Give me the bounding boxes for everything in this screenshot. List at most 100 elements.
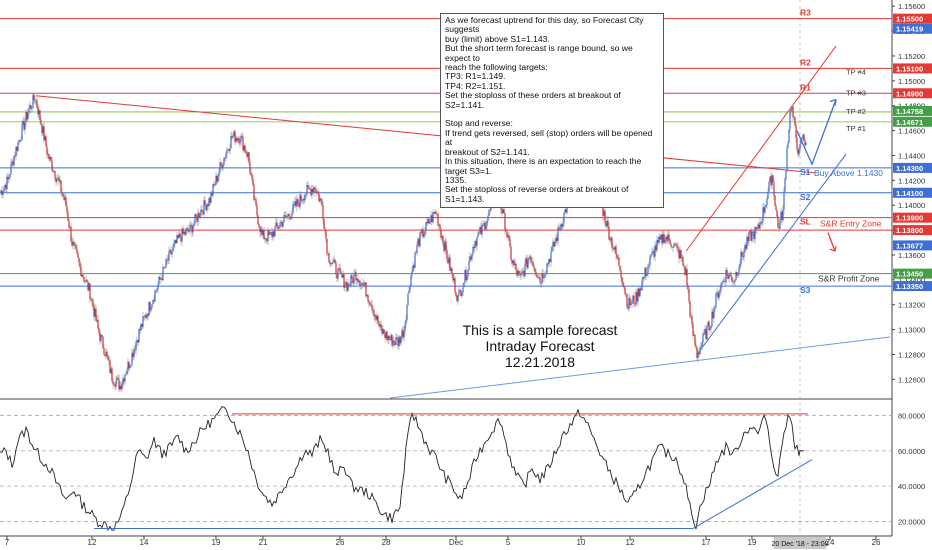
candle-body bbox=[98, 328, 100, 334]
candle-body bbox=[258, 224, 260, 227]
candle-body bbox=[118, 378, 120, 390]
time-tick-label: 26 bbox=[336, 538, 345, 547]
candle-body bbox=[548, 258, 550, 265]
price-badge bbox=[893, 23, 932, 34]
candle-body bbox=[199, 215, 201, 218]
candle-body bbox=[132, 352, 134, 358]
candle-body bbox=[789, 112, 791, 130]
candle-body bbox=[37, 107, 39, 115]
candle-body bbox=[801, 138, 803, 140]
candle-body bbox=[741, 251, 743, 256]
candle-body bbox=[698, 352, 700, 354]
candle-body bbox=[763, 207, 765, 213]
candle-body bbox=[25, 111, 27, 123]
candle-body bbox=[346, 281, 348, 291]
candle-body bbox=[265, 238, 267, 240]
candle-body bbox=[135, 342, 137, 351]
candle-body bbox=[85, 279, 87, 282]
candle-body bbox=[128, 361, 130, 369]
candle-body bbox=[744, 244, 746, 251]
candle-body bbox=[504, 213, 506, 231]
candle-body bbox=[334, 259, 336, 263]
candle-body bbox=[547, 263, 549, 265]
candle-body bbox=[238, 138, 240, 144]
candle-body bbox=[196, 216, 198, 222]
candle-body bbox=[687, 285, 689, 290]
candle-body bbox=[256, 205, 258, 216]
candle-body bbox=[745, 244, 747, 249]
candle-body bbox=[711, 311, 713, 327]
candle-body bbox=[62, 193, 64, 196]
candle-body bbox=[106, 351, 108, 356]
candle-body bbox=[512, 260, 514, 264]
forecast-down-arrow bbox=[827, 232, 836, 252]
candle-body bbox=[380, 324, 382, 329]
candle-body bbox=[280, 221, 282, 224]
candle-body bbox=[267, 230, 269, 241]
candle-body bbox=[424, 231, 426, 235]
candle-body bbox=[667, 234, 669, 241]
candle-body bbox=[173, 243, 175, 247]
candle-body bbox=[502, 209, 504, 214]
candle-body bbox=[323, 219, 325, 229]
candle-body bbox=[213, 184, 215, 186]
candle-body bbox=[184, 231, 186, 235]
candle-body bbox=[112, 381, 114, 385]
candle-body bbox=[186, 228, 188, 230]
candle-body bbox=[327, 253, 329, 255]
oscillator-panel bbox=[0, 406, 892, 532]
candle-body bbox=[284, 215, 286, 217]
candle-body bbox=[378, 323, 380, 327]
candle-body bbox=[778, 227, 780, 229]
candle-body bbox=[204, 200, 206, 206]
candle-body bbox=[699, 347, 701, 354]
candle-body bbox=[775, 205, 777, 211]
candle-body bbox=[79, 262, 81, 267]
candle-body bbox=[366, 295, 368, 297]
candle-body bbox=[420, 232, 422, 234]
candle-body bbox=[386, 331, 388, 340]
candle-body bbox=[513, 260, 515, 266]
candle-body bbox=[670, 243, 672, 247]
candle-body bbox=[603, 210, 605, 216]
candle-body bbox=[370, 304, 372, 306]
candle-body bbox=[517, 270, 519, 276]
candle-body bbox=[651, 252, 653, 256]
candle-body bbox=[237, 138, 239, 141]
candle-body bbox=[632, 295, 634, 300]
candle-body bbox=[345, 281, 347, 285]
candle-body bbox=[449, 257, 451, 271]
price-badge bbox=[893, 281, 932, 292]
candle-body bbox=[320, 198, 322, 201]
candle-body bbox=[446, 250, 448, 260]
candle-body bbox=[71, 241, 73, 246]
price-tick-label: 1.12800 bbox=[898, 350, 925, 359]
candle-body bbox=[747, 236, 749, 242]
candle-body bbox=[403, 330, 405, 338]
candle-body bbox=[450, 268, 452, 271]
candle-body bbox=[738, 268, 740, 274]
candle-body bbox=[554, 242, 556, 247]
candle-body bbox=[486, 220, 488, 226]
candle-body bbox=[516, 269, 518, 276]
candle-body bbox=[53, 171, 55, 172]
candle-body bbox=[683, 265, 685, 267]
candle-body bbox=[563, 212, 565, 223]
candle-body bbox=[685, 268, 687, 275]
candle-body bbox=[480, 227, 482, 235]
candle-body bbox=[291, 213, 293, 218]
candle-body bbox=[673, 243, 675, 247]
candle-body bbox=[35, 100, 37, 102]
candle-body bbox=[336, 274, 338, 279]
candle-body bbox=[395, 337, 397, 345]
candle-body bbox=[701, 342, 703, 346]
candle-body bbox=[528, 258, 530, 261]
candle-body bbox=[766, 198, 768, 205]
candle-body bbox=[73, 241, 75, 244]
candle-body bbox=[1, 190, 3, 195]
candle-body bbox=[705, 329, 707, 340]
price-badge bbox=[893, 88, 932, 99]
candle-body bbox=[150, 308, 152, 311]
candle-body bbox=[532, 261, 534, 266]
candle-body bbox=[152, 299, 154, 305]
